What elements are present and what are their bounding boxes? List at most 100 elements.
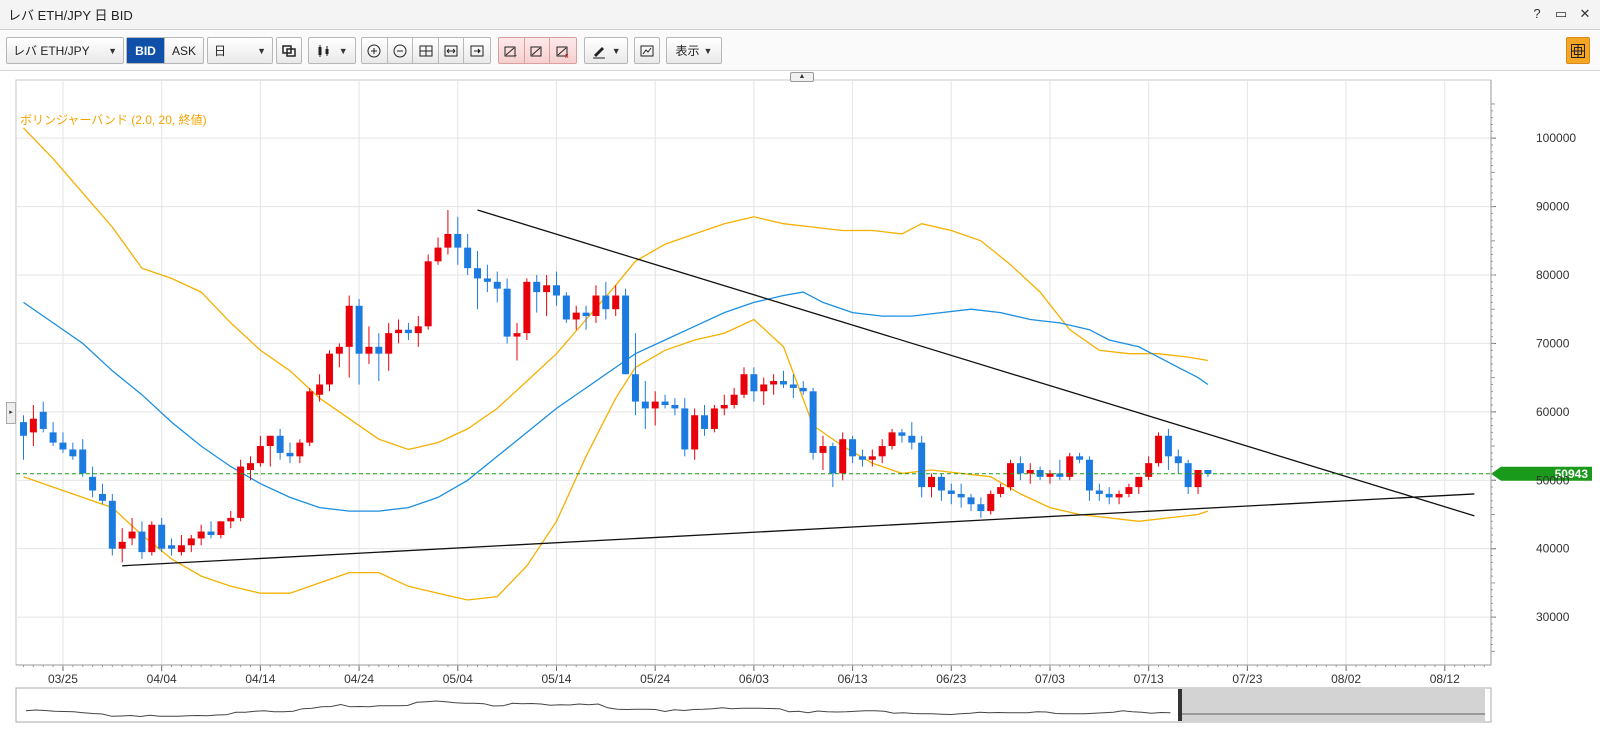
period-select[interactable]: 日 ▼ [207,37,273,64]
zoom-in-button[interactable] [362,38,388,63]
candle-body [937,476,945,491]
delete-trend-button[interactable]: x [550,38,576,63]
bid-button[interactable]: BID [127,38,165,63]
grid-layout-icon [1571,43,1585,58]
window-title: レバ ETH/JPY 日 BID [8,8,133,23]
candle-body [1174,456,1182,464]
add-trendline-icon: + [504,46,517,58]
axes: 30000 40000 50000 60000 70000 80000 90000 10000… [16,80,1576,686]
candle-body [266,435,274,447]
chevron-down-icon: ▼ [611,45,621,56]
trend-tools-group: + x [498,37,577,64]
candle-body [1115,493,1123,498]
candle-body [1016,463,1024,474]
candle-body [809,391,817,453]
candle-body [789,384,797,388]
x-tick-label: 04/14 [245,672,275,686]
candle-body [671,405,679,409]
candle-body [1085,459,1093,491]
x-tick-label: 06/23 [936,672,966,686]
ask-button[interactable]: ASK [171,43,196,58]
close-icon[interactable]: ✕ [1579,6,1591,21]
display-menu-label: 表示 [675,44,700,58]
chart-area[interactable]: 50943 30000 40000 50000 60000 70000 80000 9000… [0,72,1600,748]
candle-body [79,449,87,474]
y-tick-label: 40000 [1536,542,1570,556]
trendlines[interactable] [122,209,1475,567]
drawing-tool-select[interactable]: ▼ [584,37,628,64]
help-icon[interactable]: ? [1533,6,1541,21]
window-buttons: ? ▭ ✕ [1530,6,1592,22]
trendline-2 [122,493,1475,567]
candle-body [148,524,156,553]
svg-text:x: x [565,53,569,58]
candle-body [740,374,748,395]
candle-body [523,281,531,334]
candle-body [947,490,955,494]
candle-body [20,422,27,436]
candle-body [829,446,837,474]
price-chart[interactable]: 50943 30000 40000 50000 60000 70000 80000 9000… [0,72,1600,748]
candle-body [29,418,37,433]
scroll-latest-button[interactable] [464,38,490,63]
candle-body [898,432,906,436]
candle-body [1066,456,1074,477]
bollinger-bands [23,127,1209,601]
price-tag [1491,466,1592,481]
candle-body [1056,473,1064,477]
candle-body [1194,470,1202,488]
candle-body [108,500,116,549]
chevron-down-icon: ▼ [338,45,348,56]
candle-body [138,531,146,553]
symbol-select[interactable]: レバ ETH/JPY ▼ [6,37,124,64]
candle-body [128,531,136,539]
candle-body [513,333,521,337]
edit-trend-button[interactable] [525,38,551,63]
crosshair-button[interactable] [413,38,439,63]
candle-body [355,305,363,354]
chart-toolbar: レバ ETH/JPY ▼ BID ASK 日 ▼ ▼ + x ▼ 表示 ▼ [0,31,1600,71]
restore-icon[interactable]: ▭ [1554,6,1568,21]
navigator[interactable] [15,687,1492,723]
candle-body [977,504,985,512]
side-panel-tab[interactable]: ▸ [6,402,16,424]
candle-body [493,281,501,289]
candle-body [849,439,857,457]
candle-body [779,381,787,385]
y-tick-label: 80000 [1536,268,1570,282]
candle-body [997,487,1005,494]
display-menu-button[interactable]: 表示 ▼ [666,37,722,64]
candle-body [39,411,47,429]
candle-body [187,538,195,546]
x-tick-label: 07/13 [1134,672,1164,686]
candle-body [464,247,472,269]
candlestick-icon [318,44,329,57]
layout-toggle-button[interactable] [1566,37,1590,64]
indicator-settings-button[interactable] [634,37,660,64]
candle-body [237,466,245,518]
candle-body [306,391,314,443]
candle-body [987,493,995,512]
chart-type-select[interactable]: ▼ [308,37,356,64]
candle-body [49,432,57,443]
add-trend-button[interactable]: + [499,38,525,63]
fit-width-button[interactable] [439,38,465,63]
indicator-label: ボリンジャーバンド (2.0, 20, 終値) [20,112,207,127]
x-tick-label: 05/04 [443,672,473,686]
price-tag-label: 50943 [1555,467,1589,481]
candle-body [641,401,649,409]
candle-body [286,452,294,457]
candle-body [69,449,77,457]
collapse-toolbar-tab[interactable]: ▲ [790,72,814,82]
candle-body [1125,487,1133,494]
svg-text:+: + [513,53,517,58]
candle-body [839,439,847,474]
zoom-in-icon [367,44,381,57]
chevron-down-icon: ▼ [257,45,266,56]
compare-chart-button[interactable] [276,37,302,64]
candle-body [622,295,630,375]
zoom-out-button[interactable] [388,38,414,63]
candle-body [256,446,264,464]
candle-body [552,285,560,296]
chevron-down-icon: ▼ [703,45,713,56]
